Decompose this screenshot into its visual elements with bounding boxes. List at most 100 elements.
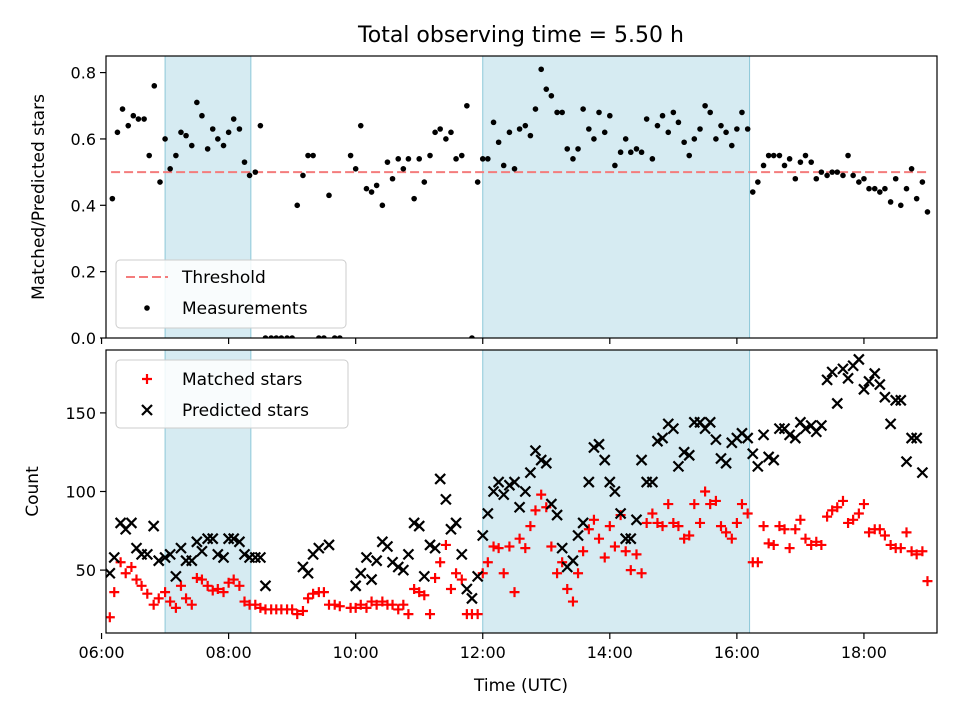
measurement-point: [220, 142, 227, 149]
predicted-star-point: [302, 567, 314, 580]
measurement-point: [665, 129, 672, 136]
measurement-point: [506, 129, 513, 136]
predicted-star-point: [879, 391, 891, 403]
predicted-star-point: [360, 551, 373, 564]
predicted-star-point: [646, 476, 659, 488]
matched-star-point: [536, 489, 547, 500]
predicted-star-point: [206, 532, 219, 545]
predicted-star-point: [567, 554, 579, 567]
measurement-point: [427, 152, 433, 159]
legend: Threshold Measurements: [115, 259, 347, 329]
predicted-star-point: [397, 564, 410, 576]
predicted-star-point: [821, 374, 833, 386]
predicted-star-point: [482, 507, 494, 520]
matched-star-point: [583, 524, 594, 535]
predicted-star-point: [593, 438, 605, 451]
measurement-point: [649, 156, 656, 162]
measurement-point: [702, 102, 708, 109]
measurement-point: [252, 169, 259, 175]
matched-star-point: [599, 552, 610, 563]
measurement-point: [627, 149, 634, 156]
measurement-point: [887, 199, 894, 205]
matched-star-point: [186, 599, 197, 610]
measurement-point: [797, 159, 804, 165]
measurement-point: [913, 195, 920, 202]
axes-frame: [105, 55, 938, 339]
measurement-point: [490, 119, 497, 126]
matched-star-point: [885, 539, 896, 550]
predicted-star-point: [513, 501, 526, 513]
measurement-point: [840, 172, 846, 179]
predicted-star-point: [614, 507, 627, 520]
matched-star-point: [715, 521, 726, 532]
measurement-point: [824, 172, 830, 179]
matched-star-point: [816, 539, 827, 550]
measurement-point: [643, 116, 650, 122]
measurement-point: [368, 189, 375, 195]
measurement-point: [241, 159, 248, 165]
x-axis-label: Time (UTC): [473, 676, 568, 696]
predicted-star-point: [773, 422, 786, 435]
matched-star-point: [763, 538, 774, 549]
measurement-point: [739, 109, 745, 116]
predicted-star-point: [159, 551, 171, 564]
measurement-point: [331, 335, 338, 338]
x-tick-label: 10:00: [333, 643, 379, 662]
matched-star-point: [668, 517, 679, 528]
measurement-point: [373, 182, 380, 189]
measurement-point: [389, 175, 396, 182]
matched-star-point: [562, 583, 573, 594]
predicted-star-point: [381, 540, 394, 553]
matched-star-point: [202, 580, 213, 591]
measurement-point: [813, 175, 820, 182]
matched-star-point: [779, 524, 790, 535]
measurement-point: [495, 139, 502, 146]
measurement-point: [135, 116, 142, 122]
measurement-point: [188, 142, 195, 149]
measurement-point: [146, 152, 153, 159]
matched-star-point: [181, 593, 192, 604]
measurement-point: [458, 152, 465, 159]
measurement-point: [289, 335, 295, 338]
measurement-point: [109, 195, 116, 202]
y-tick-label: 0.8: [71, 64, 96, 83]
matched-star-point: [822, 511, 833, 522]
predicted-star-point: [170, 570, 182, 583]
predicted-star-point: [767, 454, 780, 466]
matched-star-point: [853, 508, 864, 519]
predicted-star-point: [762, 451, 775, 463]
predicted-star-point: [456, 548, 468, 561]
matched-star-point: [625, 565, 636, 576]
matched-star-point: [700, 486, 711, 497]
predicted-star-point: [152, 554, 165, 567]
matched-star-point: [228, 574, 239, 585]
measurement-point: [744, 126, 751, 132]
measurement-point: [141, 116, 147, 122]
measurement-point: [834, 169, 841, 175]
measurement-point: [500, 162, 507, 169]
measurement-point: [924, 209, 931, 215]
matched-star-point: [223, 577, 234, 588]
matched-star-point: [234, 580, 245, 591]
measurement-point: [601, 129, 608, 136]
predicted-star-point: [710, 433, 722, 446]
predicted-star-point: [233, 536, 246, 548]
predicted-star-point: [201, 532, 214, 545]
measurement-point: [691, 136, 698, 142]
matched-star-point: [456, 574, 467, 585]
predicted-star-point: [651, 435, 664, 447]
matched-star-point: [239, 596, 250, 607]
predicted-star-point: [556, 542, 568, 554]
matched-star-point: [318, 587, 329, 598]
measurement-point: [749, 189, 756, 195]
matched-star-point: [514, 533, 525, 544]
predicted-star-point: [858, 383, 870, 396]
measurement-point: [845, 152, 851, 159]
matched-star-point: [679, 533, 690, 544]
predicted-star-point: [895, 394, 907, 407]
measurement-point: [586, 126, 592, 132]
matched-star-point: [255, 602, 266, 613]
y-tick-label: 50: [76, 561, 96, 580]
y-tick-label: 0.4: [71, 196, 96, 215]
measurement-point: [432, 129, 438, 136]
